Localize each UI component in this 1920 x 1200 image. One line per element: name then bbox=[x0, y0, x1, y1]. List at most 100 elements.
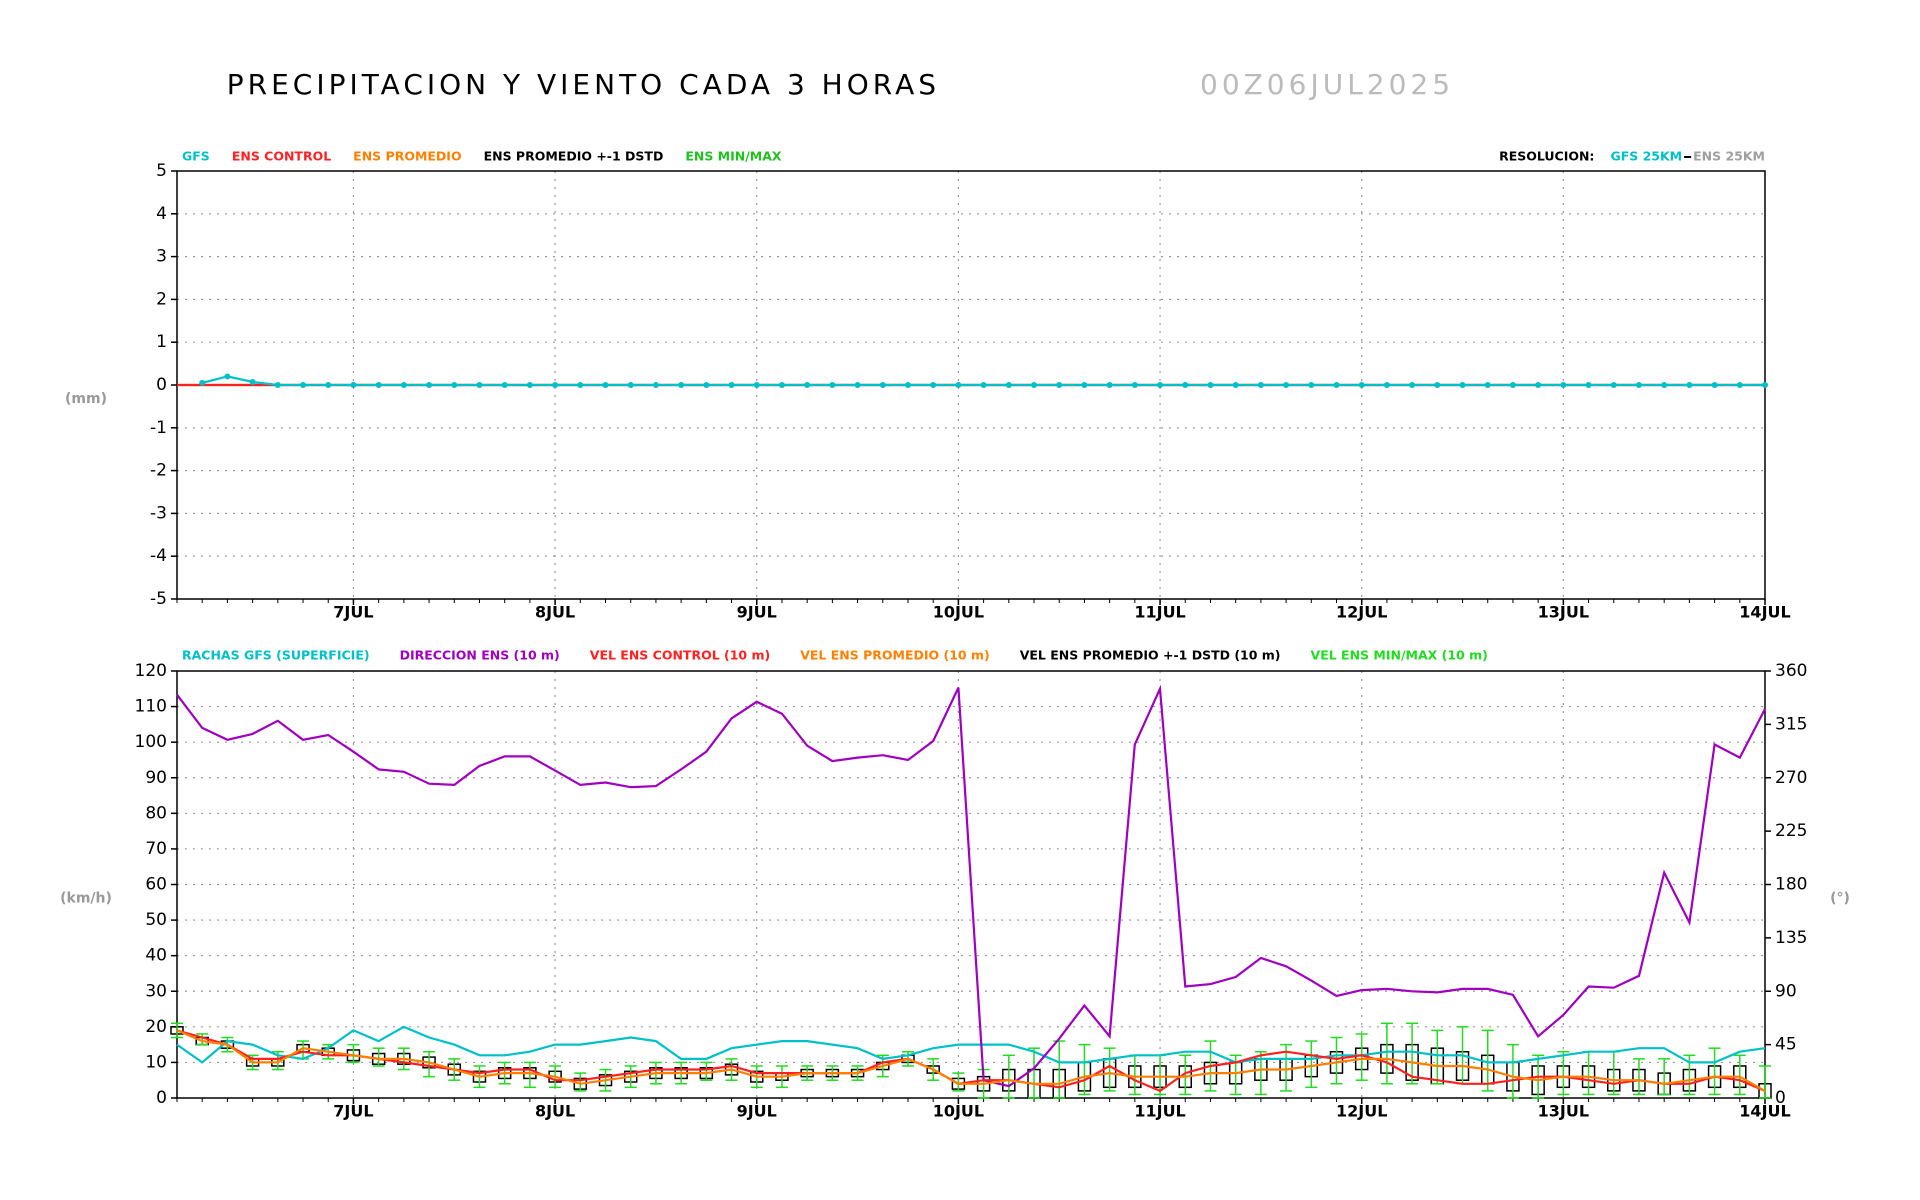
resolution-item: ENS 25KM bbox=[1693, 149, 1765, 164]
y-tick-label: 50 bbox=[145, 910, 167, 930]
y-tick-label: -3 bbox=[150, 503, 167, 523]
resolution-label: RESOLUCION: bbox=[1499, 149, 1594, 164]
series-marker bbox=[1106, 382, 1113, 388]
min-max-bar bbox=[372, 1047, 385, 1067]
y2-tick-label: 360 bbox=[1775, 661, 1807, 681]
y-tick-label: 1 bbox=[156, 332, 167, 352]
series-marker bbox=[577, 382, 584, 388]
series-marker bbox=[375, 382, 382, 388]
y2-tick-label: 45 bbox=[1775, 1035, 1797, 1055]
series-marker bbox=[1409, 382, 1416, 388]
x-tick-label: 13JUL bbox=[1538, 603, 1589, 622]
min-max-bar bbox=[1305, 1040, 1318, 1089]
series-marker bbox=[652, 382, 659, 388]
series-marker bbox=[1081, 382, 1088, 388]
series-marker bbox=[1257, 382, 1264, 388]
series-marker bbox=[249, 379, 256, 386]
series-marker bbox=[1434, 382, 1441, 388]
series-marker bbox=[728, 382, 735, 388]
y2-tick-label: 270 bbox=[1775, 768, 1807, 788]
y2-tick-label: 135 bbox=[1775, 928, 1807, 948]
x-tick-label: 14JUL bbox=[1739, 1102, 1790, 1121]
min-max-bar bbox=[1078, 1043, 1091, 1096]
y-tick-label: 60 bbox=[145, 875, 167, 895]
series-marker bbox=[1762, 382, 1768, 388]
series-marker bbox=[904, 382, 911, 388]
series-marker bbox=[300, 382, 307, 388]
min-max-bar bbox=[1355, 1033, 1368, 1081]
y2-tick-label: 225 bbox=[1775, 821, 1807, 841]
y2-tick-label: 90 bbox=[1775, 981, 1797, 1001]
series-marker bbox=[955, 382, 962, 388]
y-tick-label: 120 bbox=[135, 661, 167, 681]
y-tick-label: 40 bbox=[145, 946, 167, 966]
plot-frame bbox=[176, 670, 1766, 1099]
series-marker bbox=[1535, 382, 1542, 388]
y2-tick-label: 180 bbox=[1775, 875, 1807, 895]
min-max-bar bbox=[1632, 1058, 1645, 1096]
legend-entry: VEL ENS PROMEDIO +-1 DSTD (10 m) bbox=[1020, 648, 1281, 663]
series-marker bbox=[1031, 382, 1038, 388]
series-marker bbox=[1635, 382, 1642, 388]
legend-entry: ENS PROMEDIO +-1 DSTD bbox=[484, 149, 664, 164]
series-marker bbox=[1308, 382, 1315, 388]
x-tick-label: 8JUL bbox=[535, 603, 575, 622]
min-max-bar bbox=[1431, 1029, 1444, 1085]
y-tick-label: 100 bbox=[135, 732, 167, 752]
x-tick-label: 12JUL bbox=[1336, 1102, 1387, 1121]
y2-tick-label: 0 bbox=[1775, 1088, 1786, 1108]
x-tick-label: 9JUL bbox=[737, 1102, 777, 1121]
y-axis-label: (mm) bbox=[65, 391, 107, 407]
min-max-bar bbox=[1028, 1047, 1041, 1099]
series-marker bbox=[526, 382, 533, 388]
min-max-bar bbox=[1053, 1040, 1066, 1099]
min-max-bar bbox=[1330, 1036, 1343, 1085]
series-marker bbox=[224, 373, 231, 380]
series-marker bbox=[1056, 382, 1063, 388]
min-max-bar bbox=[1406, 1022, 1419, 1085]
series-marker bbox=[1484, 382, 1491, 388]
series-marker bbox=[274, 382, 281, 388]
y-tick-label: 80 bbox=[145, 803, 167, 823]
series-marker bbox=[879, 382, 886, 388]
y2-tick-label: 315 bbox=[1775, 714, 1807, 734]
min-max-bar bbox=[1002, 1054, 1015, 1099]
series-marker bbox=[1686, 382, 1693, 388]
legend-entry: ENS PROMEDIO bbox=[353, 149, 461, 164]
series-marker bbox=[451, 382, 458, 388]
min-max-bar bbox=[574, 1072, 587, 1092]
series-marker bbox=[1509, 382, 1516, 388]
x-tick-label: 10JUL bbox=[933, 603, 984, 622]
min-max-bar bbox=[347, 1043, 360, 1064]
y-tick-label: 5 bbox=[156, 161, 167, 181]
legend-entry: ENS MIN/MAX bbox=[685, 149, 782, 164]
min-max-bar bbox=[1607, 1050, 1620, 1096]
series-marker bbox=[1459, 382, 1466, 388]
series-marker bbox=[1383, 382, 1390, 388]
series-marker bbox=[199, 379, 206, 386]
y-tick-label: 30 bbox=[145, 981, 167, 1001]
legend-entry: VEL ENS PROMEDIO (10 m) bbox=[800, 648, 989, 663]
y-tick-label: -4 bbox=[150, 546, 167, 566]
series-marker bbox=[1736, 382, 1743, 388]
legend-entry: VEL ENS MIN/MAX (10 m) bbox=[1311, 648, 1488, 663]
series-marker bbox=[678, 382, 685, 388]
y-tick-label: -1 bbox=[150, 418, 167, 438]
legend-entry: DIRECCION ENS (10 m) bbox=[400, 648, 560, 663]
run-date: 00Z06JUL2025 bbox=[1200, 68, 1454, 101]
y2-axis-label: (°) bbox=[1830, 891, 1850, 907]
series-marker bbox=[1560, 382, 1567, 388]
min-max-bar bbox=[1557, 1050, 1570, 1096]
min-max-bar bbox=[1506, 1043, 1519, 1099]
series-marker bbox=[1182, 382, 1189, 388]
x-tick-label: 11JUL bbox=[1134, 603, 1185, 622]
page-title: PRECIPITACION Y VIENTO CADA 3 HORAS bbox=[227, 68, 940, 101]
series-line bbox=[176, 1029, 1766, 1092]
series-marker bbox=[930, 382, 937, 388]
min-max-bar bbox=[1103, 1047, 1116, 1092]
x-tick-label: 7JUL bbox=[333, 1102, 373, 1121]
min-max-bar bbox=[700, 1061, 713, 1081]
resolution-item: GFS 25KM bbox=[1610, 149, 1682, 164]
series-line bbox=[176, 1025, 1766, 1064]
